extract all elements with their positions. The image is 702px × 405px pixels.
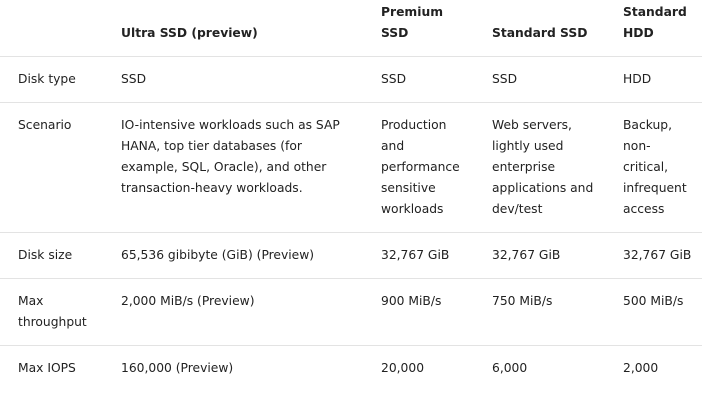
comparison-table: Ultra SSD (preview) Premium SSD Standard S…: [0, 0, 702, 392]
header-cell: Standard HDD: [612, 0, 702, 57]
table-cell: Backup, non-critical, infrequent access: [612, 102, 702, 233]
row-label: Max throughput: [0, 278, 110, 346]
table-cell: 32,767 GiB: [481, 232, 612, 279]
table-cell: SSD: [481, 56, 612, 103]
header-cell: Standard SSD: [481, 0, 612, 57]
row-label: Disk size: [0, 232, 110, 279]
table-cell: 750 MiB/s: [481, 278, 612, 346]
table-cell: 32,767 GiB: [612, 232, 702, 279]
header-cell: Ultra SSD (preview): [110, 0, 370, 57]
table-cell: IO-intensive workloads such as SAP HANA,…: [110, 102, 370, 233]
table-cell: 2,000 MiB/s (Preview): [110, 278, 370, 346]
table-row: Disk size 65,536 gibibyte (GiB) (Preview)…: [0, 232, 702, 279]
table-cell: Web servers, lightly used enterprise app…: [481, 102, 612, 233]
table-cell: 6,000: [492, 361, 528, 375]
table-header: Ultra SSD (preview) Premium SSD Standard S…: [0, 0, 702, 57]
row-label: Max IOPS: [18, 361, 76, 375]
table-cell: SSD: [110, 56, 370, 103]
table-row: Disk type SSD SSD SSD HDD: [0, 56, 702, 103]
table-cell: 2,000: [623, 361, 659, 375]
header-cell: Premium SSD: [370, 0, 481, 57]
table-body: Disk type SSD SSD SSD HDD Scenario IO-intensiv…: [0, 56, 702, 392]
table-cell: Production and performance sensitive wor…: [370, 102, 481, 233]
table-cell: SSD: [370, 56, 481, 103]
row-label: Scenario: [0, 102, 110, 233]
table-cell: 900 MiB/s: [370, 278, 481, 346]
table-row: Max IOPS 160,000 (Preview) 20,000 6,000 2,00…: [0, 346, 702, 392]
table-cell: HDD: [612, 56, 702, 103]
table-cell: 32,767 GiB: [370, 232, 481, 279]
table-cell: 500 MiB/s: [612, 278, 702, 346]
table-cell: 65,536 gibibyte (GiB) (Preview): [110, 232, 370, 279]
header-row: Ultra SSD (preview) Premium SSD Standard S…: [0, 0, 702, 57]
table-cell: 20,000: [381, 361, 425, 375]
row-label: Disk type: [0, 56, 110, 103]
table-cell: 160,000 (Preview): [121, 361, 234, 375]
table-row: Scenario IO-intensive workloads such as S…: [0, 102, 702, 233]
table-row: Max throughput 2,000 MiB/s (Preview) 900 M…: [0, 278, 702, 346]
header-cell: [0, 0, 110, 57]
